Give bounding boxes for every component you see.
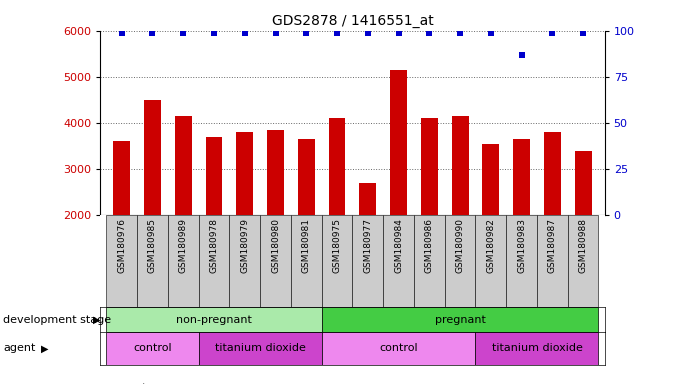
Bar bbox=[236, 132, 253, 307]
Text: agent: agent bbox=[3, 343, 36, 354]
Text: GSM180987: GSM180987 bbox=[548, 218, 557, 273]
Text: count: count bbox=[115, 383, 147, 384]
Bar bbox=[205, 137, 223, 307]
Bar bbox=[329, 118, 346, 307]
Text: GSM180986: GSM180986 bbox=[425, 218, 434, 273]
Text: GSM180980: GSM180980 bbox=[271, 218, 280, 273]
Bar bbox=[106, 307, 321, 332]
Bar bbox=[175, 116, 191, 307]
Text: control: control bbox=[133, 343, 172, 354]
Bar bbox=[321, 215, 352, 307]
Bar bbox=[421, 118, 438, 307]
Text: GSM180977: GSM180977 bbox=[363, 218, 372, 273]
Bar bbox=[144, 100, 161, 307]
Bar bbox=[452, 116, 468, 307]
Bar bbox=[475, 215, 507, 307]
Bar bbox=[513, 139, 530, 307]
Text: GSM180979: GSM180979 bbox=[240, 218, 249, 273]
Text: GSM180978: GSM180978 bbox=[209, 218, 218, 273]
Text: GSM180985: GSM180985 bbox=[148, 218, 157, 273]
Text: GSM180982: GSM180982 bbox=[486, 218, 495, 273]
Text: development stage: development stage bbox=[3, 314, 111, 325]
Text: GSM180976: GSM180976 bbox=[117, 218, 126, 273]
Bar bbox=[321, 307, 598, 332]
Text: GSM180975: GSM180975 bbox=[332, 218, 341, 273]
Bar bbox=[414, 215, 445, 307]
Bar bbox=[291, 215, 321, 307]
Text: GSM180990: GSM180990 bbox=[455, 218, 464, 273]
Bar bbox=[298, 139, 314, 307]
Bar bbox=[267, 130, 284, 307]
Bar bbox=[390, 70, 407, 307]
Bar bbox=[229, 215, 260, 307]
Bar bbox=[544, 132, 561, 307]
Text: pregnant: pregnant bbox=[435, 314, 486, 325]
Text: ▶: ▶ bbox=[93, 314, 100, 325]
Bar bbox=[113, 141, 130, 307]
Bar bbox=[537, 215, 568, 307]
Text: titanium dioxide: titanium dioxide bbox=[215, 343, 305, 354]
Text: GSM180983: GSM180983 bbox=[517, 218, 526, 273]
Bar bbox=[507, 215, 537, 307]
Text: control: control bbox=[379, 343, 418, 354]
Bar bbox=[106, 215, 137, 307]
Bar bbox=[106, 332, 198, 365]
Bar bbox=[198, 332, 321, 365]
Bar bbox=[352, 215, 384, 307]
Bar bbox=[137, 215, 168, 307]
Text: GSM180981: GSM180981 bbox=[302, 218, 311, 273]
Text: GSM180989: GSM180989 bbox=[179, 218, 188, 273]
Bar bbox=[384, 215, 414, 307]
Text: non-pregnant: non-pregnant bbox=[176, 314, 252, 325]
Bar bbox=[475, 332, 598, 365]
Bar bbox=[568, 215, 598, 307]
Bar bbox=[359, 183, 376, 307]
Bar bbox=[168, 215, 198, 307]
Bar bbox=[575, 151, 591, 307]
Bar bbox=[445, 215, 475, 307]
Text: GSM180988: GSM180988 bbox=[578, 218, 587, 273]
Bar bbox=[198, 215, 229, 307]
Text: GSM180984: GSM180984 bbox=[394, 218, 403, 273]
Bar bbox=[482, 144, 500, 307]
Bar bbox=[260, 215, 291, 307]
Title: GDS2878 / 1416551_at: GDS2878 / 1416551_at bbox=[272, 14, 433, 28]
Bar bbox=[321, 332, 475, 365]
Text: titanium dioxide: titanium dioxide bbox=[491, 343, 583, 354]
Text: ▶: ▶ bbox=[41, 343, 49, 354]
Text: ■: ■ bbox=[100, 381, 112, 384]
